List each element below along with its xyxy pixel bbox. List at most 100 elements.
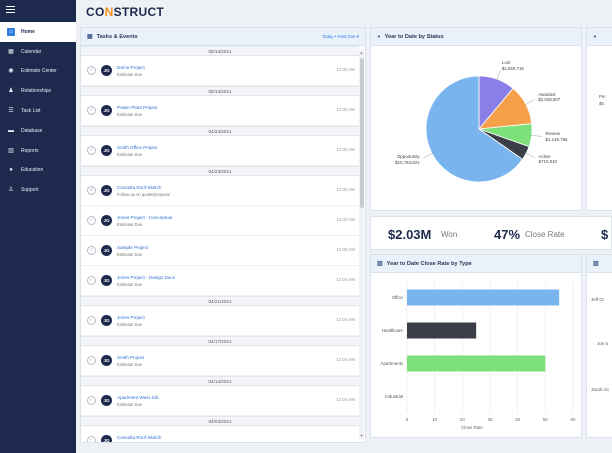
- date-divider: 04/21/2021: [81, 296, 359, 306]
- list-icon[interactable]: ≡: [87, 185, 96, 195]
- task-time: 12:00 AM: [336, 397, 355, 402]
- bar-office[interactable]: [407, 289, 560, 306]
- sidebar-item-home[interactable]: ⌂ Home: [0, 22, 76, 42]
- avatar: JG: [101, 394, 112, 406]
- sidebar-item-database[interactable]: ▬ Database: [0, 121, 76, 141]
- logo-part: STRUCT: [113, 5, 165, 19]
- partial-label: Joe S: [597, 341, 609, 346]
- date-divider: 04/24/2021: [81, 126, 359, 136]
- task-title-link[interactable]: Apartment West Job: [117, 395, 159, 400]
- task-title-link[interactable]: Power Plant Project: [117, 105, 158, 110]
- date-divider: 04/03/2021: [81, 416, 359, 426]
- task-row[interactable]: ✓ JG Consulta Roof Sketch: [81, 426, 359, 442]
- task-title-link[interactable]: Consulta Roof Sketch: [117, 185, 162, 190]
- pie-label: Awarded $2,028,007: [538, 92, 574, 103]
- slice-value: $1,829,716: [501, 65, 524, 71]
- avatar: JG: [101, 144, 112, 156]
- category-label: Office: [392, 295, 404, 300]
- bar-healthcare[interactable]: [407, 322, 477, 339]
- avatar: JG: [101, 184, 112, 196]
- task-title-link[interactable]: Sample Project: [117, 245, 149, 250]
- task-time: 12:00 AM: [336, 357, 355, 362]
- pie-leader-line: [524, 152, 536, 158]
- complete-check-icon[interactable]: ✓: [87, 435, 96, 442]
- category-label: Industrial: [385, 394, 403, 399]
- menu-icon[interactable]: [6, 6, 15, 13]
- task-row[interactable]: ✓ JG Jones Project Estimate Due 12:00 AM: [81, 306, 359, 336]
- task-row[interactable]: ✓ JG Jones Project - Conceptual Estimate Du…: [81, 206, 359, 236]
- task-title-link[interactable]: Jones Project - Design Docs: [117, 275, 175, 280]
- complete-check-icon[interactable]: ✓: [87, 65, 96, 75]
- sidebar-item-task-list[interactable]: ☰ Task List: [0, 101, 76, 121]
- slice-value: $1,149,756: [545, 136, 568, 142]
- bar-apartments[interactable]: [407, 355, 546, 372]
- partial-panel-top: ◕ Per $5: [586, 27, 612, 211]
- slice-name: Awarded: [538, 91, 556, 97]
- task-row[interactable]: ✓ JG Sample Project Estimate Due 12:00 AM: [81, 236, 359, 266]
- sidebar-item-estimate-center[interactable]: ◉ Estimate Center: [0, 62, 76, 82]
- tasks-scrollbar[interactable]: ▲ ▼: [359, 50, 364, 439]
- slice-name: Opportunity: [396, 153, 420, 159]
- home-icon: ⌂: [7, 27, 15, 36]
- database-icon: ▬: [8, 127, 14, 134]
- task-row[interactable]: ≡ JG Consulta Roof Sketch Follow up on quot…: [81, 176, 359, 206]
- x-tick-label: 50: [543, 417, 548, 422]
- task-row[interactable]: ✓ JG Jones Project - Design Docs Estimate D…: [81, 266, 359, 296]
- slice-name: Lost: [501, 60, 511, 66]
- partial-label: Jacob Sc: [591, 387, 610, 392]
- task-title-link[interactable]: Smith Office Project: [117, 145, 158, 150]
- complete-check-icon[interactable]: ✓: [87, 215, 96, 225]
- task-row[interactable]: ✓ JG Smith Office Project Estimate Due 12:00…: [81, 136, 359, 166]
- close-rate-header: ▥ Year to Date Close Rate by Type: [371, 255, 581, 273]
- sidebar-item-reports[interactable]: ▥ Reports: [0, 141, 76, 161]
- sidebar-item-calendar[interactable]: ▦ Calendar: [0, 42, 76, 62]
- complete-check-icon[interactable]: ✓: [87, 275, 96, 285]
- sidebar-item-label: Relationships: [21, 88, 52, 95]
- status-pie-chart: [423, 69, 542, 183]
- task-row[interactable]: ✓ JG Apartment West Job Estimate Due 12:00 A…: [81, 386, 359, 416]
- task-title-link[interactable]: Dal-Ie Project: [117, 65, 145, 70]
- task-subtitle: Estimate Due: [117, 112, 143, 117]
- complete-check-icon[interactable]: ✓: [87, 145, 96, 155]
- avatar: JG: [101, 434, 112, 442]
- bar-chart-icon: ▥: [593, 261, 599, 267]
- task-row[interactable]: ✓ JG Smith Project Estimate Due 12:00 AM: [81, 346, 359, 376]
- scroll-down-icon[interactable]: ▼: [359, 433, 364, 438]
- task-subtitle: Estimate Due: [117, 322, 143, 327]
- close-rate-title: Year to Date Close Rate by Type: [386, 260, 472, 267]
- pie-leader-line: [496, 69, 501, 82]
- pie-label: Opportunity $10,764,821: [384, 153, 420, 165]
- complete-check-icon[interactable]: ✓: [87, 105, 96, 115]
- period-dropdown[interactable]: Today • Past Due ▾: [321, 33, 359, 39]
- sidebar-item-education[interactable]: ● Education: [0, 161, 76, 181]
- slice-value: $2,028,007: [538, 97, 561, 103]
- brand-logo[interactable]: CONSTRUCT: [86, 5, 164, 19]
- task-title-link[interactable]: Jones Project: [117, 315, 145, 320]
- complete-check-icon[interactable]: ✓: [87, 315, 96, 325]
- task-subtitle: Estimate Due: [117, 362, 143, 367]
- scroll-up-icon[interactable]: ▲: [359, 50, 364, 55]
- partial-label: Per: [599, 94, 606, 99]
- sidebar-item-relationships[interactable]: ♟ Relationships: [0, 81, 76, 101]
- task-row[interactable]: ✓ JG Dal-Ie Project Estimate Due 12:00 AM: [81, 56, 359, 86]
- complete-check-icon[interactable]: ✓: [87, 245, 96, 255]
- slice-name: Review: [545, 130, 560, 136]
- sidebar-item-label: Estimate Center: [21, 68, 57, 75]
- status-header: ◕ Year to Date by Status: [371, 28, 581, 46]
- task-title-link[interactable]: Consulta Roof Sketch: [117, 435, 162, 440]
- close-rate-panel: ▥ Year to Date Close Rate by Type 0 10 20 30…: [370, 254, 582, 438]
- sidebar-item-label: Task List: [21, 108, 41, 115]
- task-title-link[interactable]: Smith Project: [117, 355, 145, 360]
- sidebar-item-label: Home: [21, 28, 35, 35]
- task-subtitle: Estimate Due: [117, 222, 143, 227]
- task-title-link[interactable]: Jones Project - Conceptual: [117, 215, 173, 220]
- scrollbar-thumb[interactable]: [359, 58, 364, 208]
- sidebar-item-support[interactable]: ♙ Support: [0, 180, 76, 200]
- slice-value: $10,764,821: [395, 159, 420, 165]
- complete-check-icon[interactable]: ✓: [87, 395, 96, 405]
- task-row[interactable]: ✓ JG Power Plant Project Estimate Due 12:00 …: [81, 96, 359, 126]
- x-tick-label: 60: [571, 417, 576, 422]
- complete-check-icon[interactable]: ✓: [87, 355, 96, 365]
- date-divider: 05/14/2021: [81, 46, 359, 56]
- avatar: JG: [101, 274, 112, 286]
